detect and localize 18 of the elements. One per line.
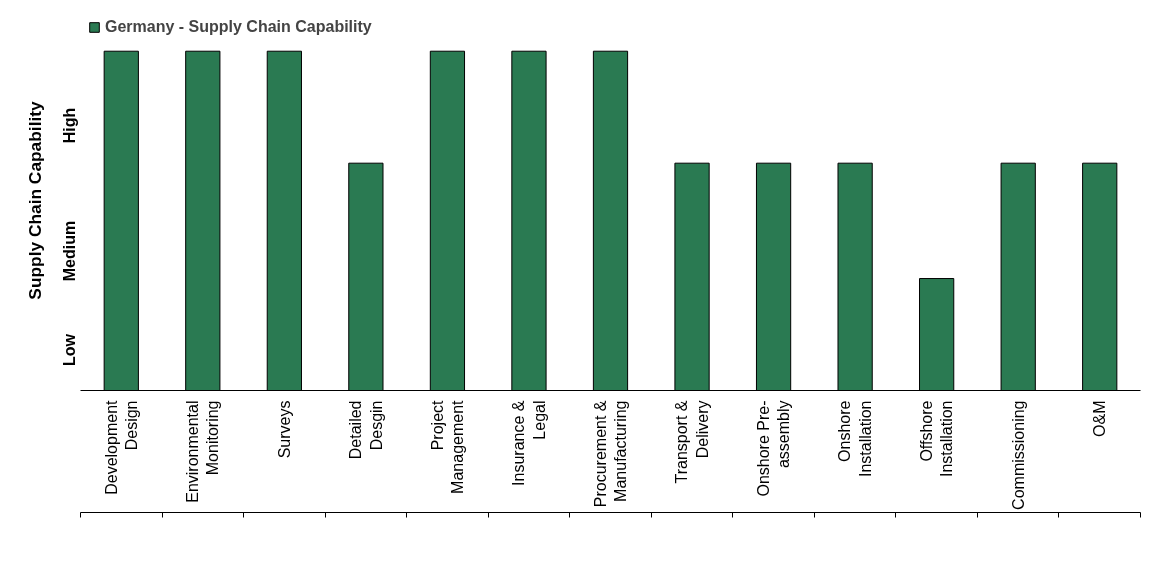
- x-tick-label: Project Management: [428, 399, 467, 494]
- x-tick-label: O&M: [1091, 400, 1109, 437]
- text: High: [61, 107, 78, 144]
- legend-label: Germany - Supply Chain Capability: [105, 18, 372, 36]
- x-tick-label: Procurement & Manufacturing: [591, 400, 630, 508]
- text: Low: [61, 333, 78, 366]
- x-tick-label: Transport & Delivery: [673, 400, 711, 484]
- x-tick-label: Insurance & Legal: [510, 400, 548, 486]
- x-tick-label: Onshore Pre-assembly: [754, 400, 793, 497]
- x-tick-label: Offshore Installation: [917, 400, 956, 477]
- y-axis-title: Supply Chain Capability: [24, 100, 45, 300]
- x-tick-label: Detailed Desgin: [347, 400, 385, 460]
- x-tick-label: Environmental Monitoring: [184, 400, 222, 503]
- x-tick-label: Development Design: [102, 399, 140, 495]
- x-tick-label: Surveys: [275, 400, 293, 459]
- x-tick-label: Onshore Installation: [836, 400, 874, 477]
- text: Medium: [61, 220, 78, 282]
- x-tick-label: Commissioning: [1009, 400, 1027, 510]
